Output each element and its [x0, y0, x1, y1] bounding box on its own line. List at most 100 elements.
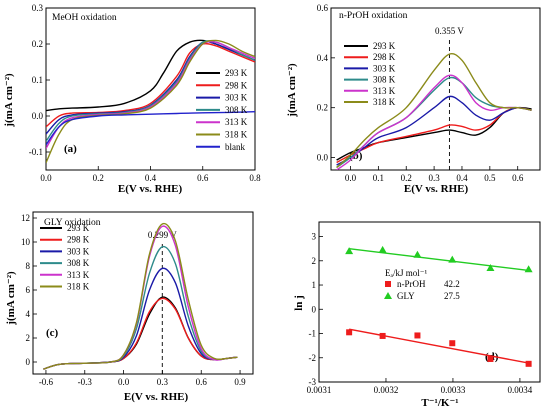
x-tick-label: 0.0033: [441, 385, 466, 395]
y-tick-label: 8: [26, 261, 31, 271]
data-point-triangle: [413, 250, 422, 258]
x-tick-label: 0.2: [401, 173, 412, 183]
panel-d-ylabel: ln j: [293, 295, 305, 311]
series-line-blank: [46, 111, 255, 146]
x-tick-label: 0.0: [40, 173, 52, 183]
data-point-triangle: [524, 265, 533, 273]
x-tick-label: -0.6: [39, 377, 54, 387]
y-tick-label: 12: [21, 213, 30, 223]
x-tick-label: 0.4: [145, 173, 157, 183]
fit-line: [349, 247, 529, 272]
data-point-triangle: [486, 264, 495, 272]
y-tick-label: 1: [312, 280, 317, 290]
series-line-318-k: [46, 39, 255, 164]
legend-label: 298 K: [373, 52, 396, 62]
legend-label: 303 K: [225, 93, 248, 103]
legend-label: 313 K: [373, 86, 396, 96]
panel-a-title: MeOH oxidation: [52, 13, 117, 23]
x-tick-label: 0.2: [93, 173, 104, 183]
legend-label: 308 K: [225, 105, 248, 115]
panel-b-ylabel: j(mA cm⁻²): [286, 63, 298, 118]
legend-label: 308 K: [373, 75, 396, 85]
panel-b-npropanol-oxidation: j(mA cm⁻²) E(V vs. RHE) n-PrOH oxidation…: [286, 3, 541, 195]
legend-label: 313 K: [225, 117, 248, 127]
legend-label: 293 K: [225, 68, 248, 78]
series-line-303-k: [336, 95, 532, 166]
y-tick-label: 10: [21, 237, 31, 247]
data-point-triangle: [378, 245, 387, 253]
peak-annotation: 0.355 V: [435, 26, 464, 36]
legend-label: 318 K: [67, 282, 90, 292]
x-tick-label: 0.4: [456, 173, 468, 183]
panel-a-xlabel: E(V vs. RHE): [118, 183, 183, 195]
panel-b-title: n-PrOH oxidation: [339, 11, 408, 21]
panel-d-legend-header: Eₐ/kJ mol⁻¹: [385, 268, 427, 278]
x-tick-label: 0.0032: [374, 385, 399, 395]
y-tick-label: 0.3: [32, 3, 44, 13]
legend-label: 318 K: [373, 97, 396, 107]
x-tick-label: 0.3: [157, 377, 169, 387]
series-line-318-k: [336, 52, 532, 169]
y-tick-label: 0: [312, 304, 317, 314]
x-tick-label: 0.5: [484, 173, 496, 183]
y-tick-label: 2: [312, 256, 317, 266]
y-tick-label: 0.1: [32, 75, 43, 85]
x-tick-label: -0.3: [78, 377, 93, 387]
legend-label: 318 K: [225, 130, 248, 140]
legend-marker: [384, 292, 392, 299]
y-tick-label: 0.2: [32, 39, 43, 49]
plot-frame: [32, 211, 254, 375]
y-tick-label: 0.6: [317, 3, 329, 13]
x-tick-label: 0.9: [234, 377, 246, 387]
legend-marker: [385, 281, 391, 287]
panel-c-xlabel: E(V vs. RHE): [124, 391, 189, 403]
data-point-square: [414, 332, 421, 339]
legend-label: GLY: [397, 291, 415, 301]
legend-label: 293 K: [373, 41, 396, 51]
x-tick-label: 0.0: [118, 377, 130, 387]
panel-c-title: GLY oxidation: [44, 218, 101, 228]
panel-d-xlabel: T⁻¹/K⁻¹: [421, 397, 458, 409]
x-tick-label: 0.0034: [508, 385, 533, 395]
data-point-square: [487, 355, 494, 362]
series-line-318-k: [43, 222, 238, 370]
series-line-298-k: [336, 106, 532, 164]
panel-b-xlabel: E(V vs. RHE): [404, 183, 469, 195]
panel-c-label: (c): [46, 327, 59, 339]
x-tick-label: 0.6: [196, 377, 208, 387]
legend-label: 298 K: [67, 235, 90, 245]
legend-label: 308 K: [67, 258, 90, 268]
y-tick-label: 6: [26, 285, 31, 295]
panel-c-glycerol-oxidation: j(mA cm⁻²) E(V vs. RHE) GLY oxidation (c…: [5, 211, 254, 403]
fit-line: [349, 328, 529, 364]
series-line-293-k: [336, 106, 532, 161]
data-point-square: [449, 340, 456, 347]
data-point-triangle: [345, 247, 354, 255]
legend-label: blank: [225, 142, 245, 152]
data-point-square: [379, 332, 386, 339]
plot-frame: [318, 221, 541, 383]
y-tick-label: 0: [26, 357, 31, 367]
panel-a-label: (a): [64, 143, 77, 155]
legend-value: 27.5: [444, 291, 460, 301]
y-tick-label: 3: [312, 232, 317, 242]
y-tick-label: 0.4: [317, 53, 329, 63]
panel-c-ylabel: j(mA cm⁻²): [5, 271, 17, 326]
x-tick-label: 0.6: [197, 173, 209, 183]
legend-label: n-PrOH: [397, 279, 426, 289]
series-line-293-k: [46, 39, 255, 112]
legend-label: 313 K: [67, 270, 90, 280]
series-line-298-k: [46, 42, 255, 128]
data-point-square: [346, 329, 353, 336]
y-tick-label: -0.1: [29, 147, 43, 157]
series-line-303-k: [46, 40, 255, 135]
plot-frame: [45, 7, 256, 171]
data-point-triangle: [448, 255, 457, 263]
x-tick-label: 0.0031: [307, 385, 332, 395]
legend-label: 303 K: [67, 246, 90, 256]
y-tick-label: 2: [26, 333, 31, 343]
panel-a-ylabel: j(mA cm⁻²): [3, 73, 15, 128]
peak-annotation: 0.299 V: [148, 230, 177, 240]
legend-label: 298 K: [225, 80, 248, 90]
